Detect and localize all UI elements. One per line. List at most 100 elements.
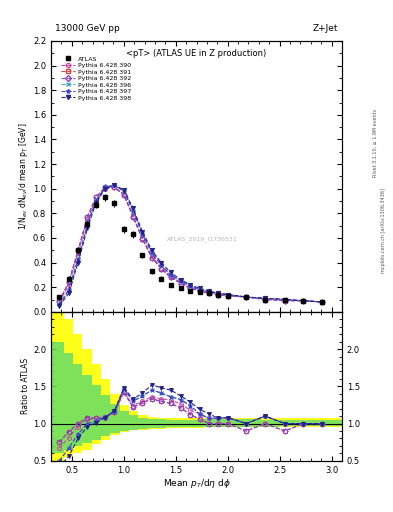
Pythia 6.428 396 — [301, 297, 306, 304]
Pythia 6.428 396 — [140, 231, 145, 238]
Pythia 6.428 396 — [121, 188, 126, 194]
Pythia 6.428 391 — [103, 184, 107, 190]
Pythia 6.428 390 — [225, 291, 230, 297]
Pythia 6.428 392 — [76, 247, 81, 253]
Pythia 6.428 396 — [320, 299, 325, 305]
Text: mcplots.cern.ch [arXiv:1306.3436]: mcplots.cern.ch [arXiv:1306.3436] — [381, 188, 386, 273]
Pythia 6.428 398 — [131, 205, 136, 211]
Pythia 6.428 390 — [66, 282, 71, 288]
Pythia 6.428 392 — [283, 297, 287, 304]
Pythia 6.428 392 — [197, 288, 202, 294]
Pythia 6.428 396 — [112, 182, 117, 188]
Pythia 6.428 398 — [178, 277, 183, 283]
Pythia 6.428 397 — [57, 302, 62, 308]
Text: 13000 GeV pp: 13000 GeV pp — [55, 24, 120, 33]
Pythia 6.428 392 — [216, 291, 221, 297]
Line: Pythia 6.428 391: Pythia 6.428 391 — [57, 185, 324, 304]
Pythia 6.428 398 — [301, 297, 306, 304]
Pythia 6.428 397 — [207, 289, 211, 295]
Pythia 6.428 392 — [320, 299, 325, 305]
Pythia 6.428 396 — [66, 287, 71, 293]
Pythia 6.428 391 — [216, 291, 221, 297]
Pythia 6.428 397 — [66, 287, 71, 293]
Pythia 6.428 390 — [320, 299, 325, 305]
Pythia 6.428 398 — [216, 290, 221, 296]
Y-axis label: 1/N$_{ev}$ dN$_{ev}$/d mean p$_T$ [GeV]: 1/N$_{ev}$ dN$_{ev}$/d mean p$_T$ [GeV] — [17, 123, 30, 230]
Pythia 6.428 390 — [168, 273, 173, 279]
Pythia 6.428 390 — [131, 212, 136, 219]
Pythia 6.428 396 — [57, 302, 62, 308]
Pythia 6.428 391 — [57, 297, 62, 304]
Pythia 6.428 390 — [207, 289, 211, 295]
Pythia 6.428 398 — [57, 303, 62, 309]
Pythia 6.428 390 — [244, 294, 249, 300]
X-axis label: Mean $\mathit{p_T}$/d$\eta$ d$\phi$: Mean $\mathit{p_T}$/d$\eta$ d$\phi$ — [163, 477, 230, 490]
Pythia 6.428 397 — [168, 272, 173, 278]
Pythia 6.428 392 — [301, 297, 306, 304]
Text: ATLAS_2019_I1736531: ATLAS_2019_I1736531 — [167, 236, 238, 242]
Pythia 6.428 392 — [263, 296, 267, 303]
Pythia 6.428 396 — [159, 262, 163, 268]
Pythia 6.428 390 — [85, 217, 90, 223]
Pythia 6.428 390 — [178, 279, 183, 285]
Pythia 6.428 390 — [188, 284, 193, 290]
Pythia 6.428 396 — [263, 295, 267, 302]
Pythia 6.428 398 — [85, 225, 90, 231]
Pythia 6.428 398 — [263, 295, 267, 302]
Pythia 6.428 392 — [94, 194, 98, 200]
Pythia 6.428 397 — [140, 231, 145, 238]
Pythia 6.428 397 — [283, 296, 287, 303]
Pythia 6.428 398 — [103, 186, 107, 192]
Pythia 6.428 390 — [94, 197, 98, 203]
Pythia 6.428 397 — [149, 250, 154, 256]
Pythia 6.428 391 — [85, 214, 90, 220]
Pythia 6.428 392 — [168, 274, 173, 281]
Pythia 6.428 397 — [85, 221, 90, 227]
Pythia 6.428 396 — [178, 278, 183, 284]
Pythia 6.428 391 — [66, 279, 71, 285]
Pythia 6.428 391 — [301, 297, 306, 304]
Legend: ATLAS, Pythia 6.428 390, Pythia 6.428 391, Pythia 6.428 392, Pythia 6.428 396, P: ATLAS, Pythia 6.428 390, Pythia 6.428 39… — [60, 55, 132, 102]
Pythia 6.428 397 — [131, 208, 136, 214]
Pythia 6.428 396 — [103, 184, 107, 190]
Pythia 6.428 398 — [225, 291, 230, 297]
Pythia 6.428 396 — [76, 256, 81, 262]
Pythia 6.428 392 — [121, 192, 126, 198]
Pythia 6.428 392 — [188, 285, 193, 291]
Pythia 6.428 390 — [112, 184, 117, 190]
Pythia 6.428 391 — [178, 281, 183, 287]
Pythia 6.428 397 — [178, 278, 183, 284]
Pythia 6.428 397 — [121, 188, 126, 194]
Pythia 6.428 397 — [76, 256, 81, 262]
Pythia 6.428 392 — [66, 279, 71, 285]
Pythia 6.428 390 — [76, 250, 81, 256]
Pythia 6.428 390 — [301, 297, 306, 304]
Pythia 6.428 396 — [197, 287, 202, 293]
Pythia 6.428 390 — [121, 190, 126, 197]
Pythia 6.428 390 — [149, 253, 154, 260]
Pythia 6.428 392 — [149, 254, 154, 261]
Pythia 6.428 392 — [57, 297, 62, 304]
Pythia 6.428 397 — [197, 287, 202, 293]
Pythia 6.428 396 — [216, 290, 221, 296]
Pythia 6.428 398 — [207, 288, 211, 294]
Pythia 6.428 391 — [112, 184, 117, 190]
Pythia 6.428 397 — [112, 182, 117, 188]
Pythia 6.428 398 — [76, 260, 81, 266]
Pythia 6.428 397 — [263, 295, 267, 302]
Pythia 6.428 391 — [283, 297, 287, 304]
Line: Pythia 6.428 397: Pythia 6.428 397 — [57, 183, 324, 307]
Pythia 6.428 396 — [244, 294, 249, 300]
Pythia 6.428 390 — [283, 296, 287, 303]
Pythia 6.428 396 — [168, 272, 173, 278]
Line: Pythia 6.428 392: Pythia 6.428 392 — [57, 185, 324, 304]
Pythia 6.428 391 — [140, 236, 145, 242]
Text: Z+Jet: Z+Jet — [312, 24, 338, 33]
Pythia 6.428 396 — [131, 208, 136, 214]
Pythia 6.428 391 — [207, 290, 211, 296]
Pythia 6.428 397 — [103, 184, 107, 190]
Pythia 6.428 396 — [85, 221, 90, 227]
Pythia 6.428 398 — [159, 260, 163, 266]
Pythia 6.428 391 — [225, 293, 230, 299]
Pythia 6.428 397 — [159, 262, 163, 268]
